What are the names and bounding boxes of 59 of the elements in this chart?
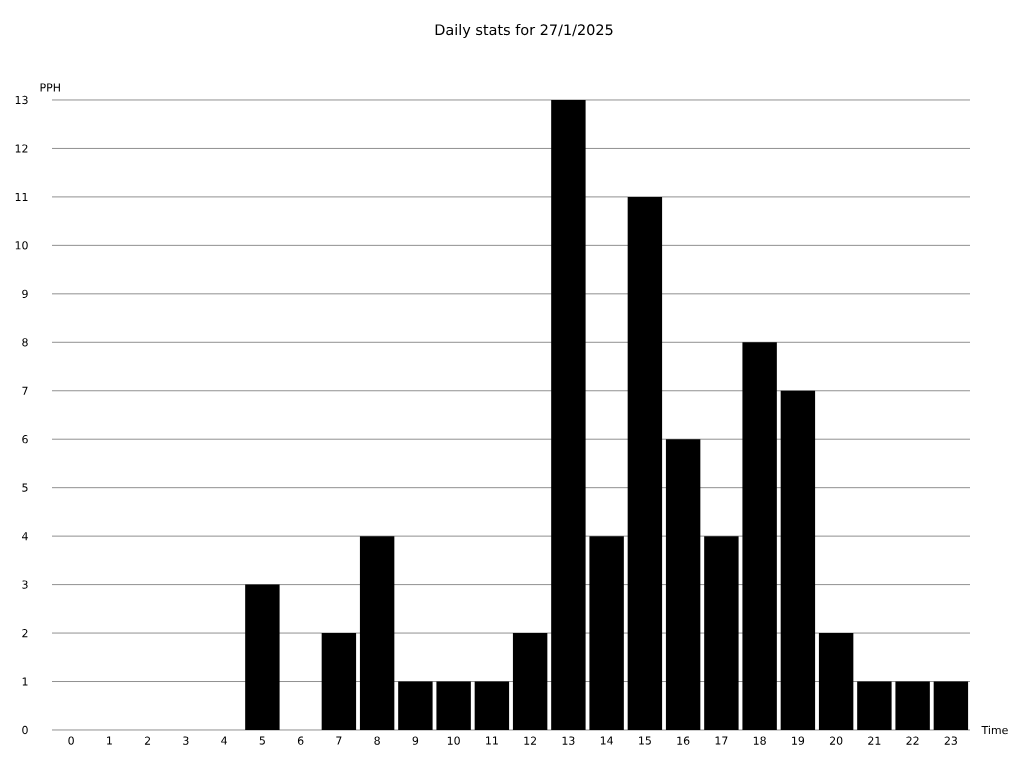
x-tick-label: 13 — [562, 736, 575, 745]
x-tick-label: 7 — [336, 736, 342, 745]
x-tick-label: 17 — [715, 736, 728, 745]
chart-title: Daily stats for 27/1/2025 — [435, 23, 613, 38]
y-tick-label: 10 — [15, 241, 28, 250]
bar — [704, 536, 739, 730]
bar — [818, 633, 854, 730]
bar — [359, 536, 395, 730]
x-tick-label: 19 — [792, 736, 805, 745]
y-tick-label: 11 — [15, 192, 28, 201]
y-tick-label: 7 — [22, 386, 28, 395]
x-tick-label: 0 — [68, 736, 74, 745]
bar — [589, 536, 624, 730]
y-tick-label: 5 — [22, 483, 28, 492]
x-tick-label: 3 — [183, 736, 189, 745]
y-tick-label: 3 — [22, 580, 28, 589]
y-tick-label: 6 — [22, 435, 28, 444]
x-tick-label: 11 — [486, 736, 498, 745]
bar — [436, 681, 471, 730]
x-tick-label: 5 — [259, 736, 265, 745]
x-tick-label: 6 — [297, 736, 304, 745]
bar — [551, 99, 586, 730]
bar — [321, 633, 357, 730]
x-tick-label: 1 — [107, 736, 112, 745]
x-tick-label: 9 — [412, 736, 419, 745]
x-tick-label: 15 — [639, 736, 651, 745]
bar — [398, 681, 433, 730]
y-tick-label: 8 — [22, 338, 28, 347]
bar — [512, 633, 548, 730]
bar — [474, 681, 510, 730]
x-tick-label: 10 — [447, 736, 460, 745]
x-tick-label: 4 — [221, 736, 228, 745]
y-axis-title: PPH — [40, 83, 60, 92]
x-tick-label: 18 — [753, 736, 766, 745]
bar — [933, 681, 969, 730]
bar — [627, 196, 663, 730]
y-tick-label: 13 — [15, 95, 28, 105]
x-tick-label: 16 — [677, 736, 690, 745]
x-tick-label: 20 — [829, 736, 843, 745]
bar — [742, 342, 777, 730]
x-tick-label: 22 — [906, 736, 919, 745]
x-tick-label: 12 — [524, 736, 537, 745]
y-tick-label: 4 — [22, 532, 28, 541]
x-tick-label: 21 — [868, 736, 881, 745]
bar — [245, 584, 280, 730]
bar — [895, 681, 930, 730]
y-tick-label: 12 — [15, 144, 28, 153]
y-tick-label: 0 — [22, 725, 28, 735]
bar — [780, 390, 816, 730]
x-tick-label: 2 — [144, 736, 151, 745]
x-axis-title: Time — [981, 725, 1008, 735]
bar — [665, 439, 701, 730]
x-tick-label: 14 — [600, 736, 613, 745]
y-tick-label: 9 — [22, 289, 28, 298]
y-tick-label: 1 — [22, 677, 28, 686]
y-tick-label: 2 — [22, 629, 28, 638]
x-tick-label: 8 — [374, 736, 380, 745]
x-tick-label: 23 — [944, 736, 957, 745]
bar — [857, 681, 892, 730]
